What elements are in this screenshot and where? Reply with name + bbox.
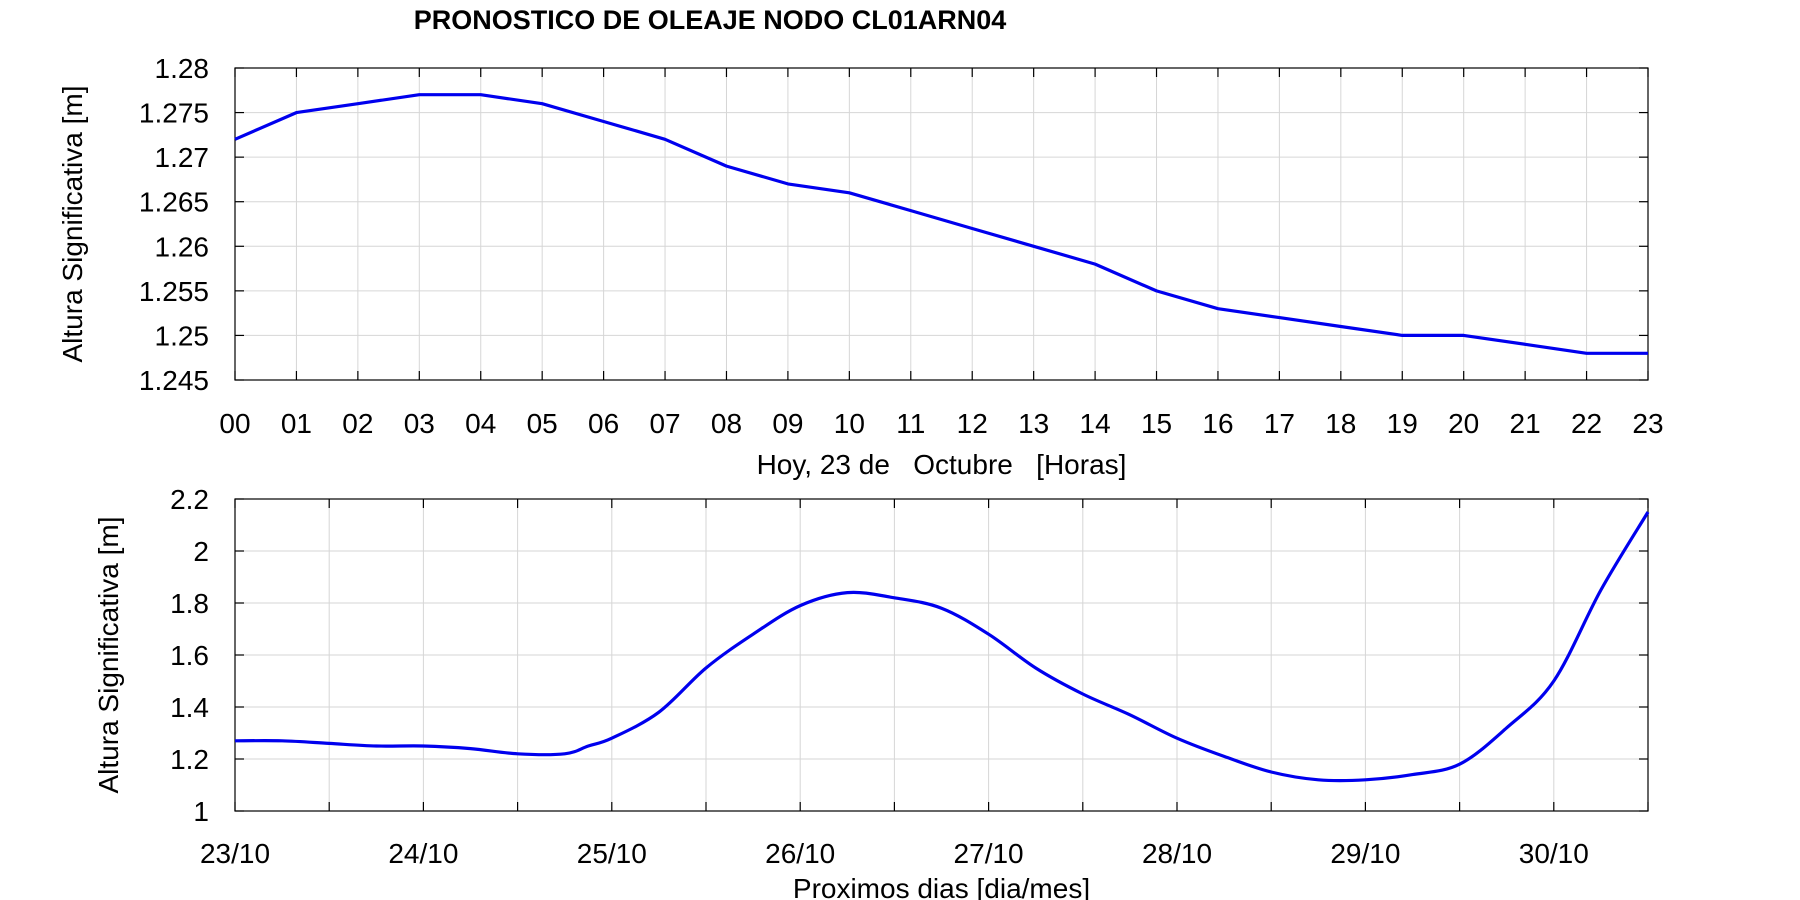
x-tick-label: 06 xyxy=(588,408,619,439)
y-axis-label: Altura Significativa [m] xyxy=(93,517,124,794)
x-tick-label: 16 xyxy=(1202,408,1233,439)
x-tick-label: 15 xyxy=(1141,408,1172,439)
x-tick-label: 30/10 xyxy=(1519,838,1589,869)
x-tick-label: 29/10 xyxy=(1330,838,1400,869)
x-tick-label: 08 xyxy=(711,408,742,439)
x-tick-label: 00 xyxy=(219,408,250,439)
x-tick-label: 13 xyxy=(1018,408,1049,439)
x-tick-label: 24/10 xyxy=(388,838,458,869)
x-tick-label: 02 xyxy=(342,408,373,439)
x-tick-label: 10 xyxy=(834,408,865,439)
y-tick-label: 1.8 xyxy=(170,588,209,619)
y-tick-label: 1.2 xyxy=(170,744,209,775)
x-tick-label: 23 xyxy=(1632,408,1663,439)
wave-height-series-line xyxy=(234,511,1650,783)
y-tick-label: 1 xyxy=(193,796,209,827)
y-tick-label: 1.245 xyxy=(139,365,209,396)
x-tick-label: 28/10 xyxy=(1142,838,1212,869)
x-tick-label: 03 xyxy=(404,408,435,439)
x-tick-label: 07 xyxy=(649,408,680,439)
x-tick-label: 04 xyxy=(465,408,496,439)
daily-forecast-panel: 1 1.2 1.4 1.6 1.8 2 2.2 23/10 24/10 25/10 26/10 27/… xyxy=(93,484,1650,900)
y-tick-label: 1.265 xyxy=(139,187,209,218)
x-tick-label: 01 xyxy=(281,408,312,439)
x-tick-label: 27/10 xyxy=(954,838,1024,869)
x-tick-label: 21 xyxy=(1510,408,1541,439)
plot-frame xyxy=(234,67,1649,381)
x-tick-label: 05 xyxy=(527,408,558,439)
x-axis-label: Proximos dias [dia/mes] xyxy=(793,873,1090,900)
y-tick-label: 2 xyxy=(193,536,209,567)
x-tick-label: 26/10 xyxy=(765,838,835,869)
x-tick-label: 20 xyxy=(1448,408,1479,439)
y-tick-label: 1.27 xyxy=(155,142,210,173)
x-tick-label: 12 xyxy=(957,408,988,439)
wave-height-series-line xyxy=(234,93,1648,355)
hourly-forecast-panel: 1.245 1.25 1.255 1.26 1.265 1.27 1.275 1.28 00 01… xyxy=(57,53,1664,480)
x-tick-label: 11 xyxy=(896,408,925,439)
x-tick-label: 25/10 xyxy=(577,838,647,869)
y-tick-label: 1.275 xyxy=(139,98,209,129)
x-axis-label: Hoy, 23 de Octubre [Horas] xyxy=(757,449,1127,480)
x-tick-label: 23/10 xyxy=(200,838,270,869)
x-tick-label: 22 xyxy=(1571,408,1602,439)
chart-title: PRONOSTICO DE OLEAJE NODO CL01ARN04 xyxy=(414,5,1007,35)
y-axis-label: Altura Significativa [m] xyxy=(57,86,88,363)
x-tick-label: 14 xyxy=(1080,408,1111,439)
y-tick-label: 1.255 xyxy=(139,276,209,307)
x-tick-label: 09 xyxy=(772,408,803,439)
y-tick-label: 1.4 xyxy=(170,692,209,723)
y-tick-label: 1.6 xyxy=(170,640,209,671)
y-tick-label: 1.28 xyxy=(155,53,210,84)
y-tick-label: 1.26 xyxy=(155,231,210,262)
x-tick-label: 17 xyxy=(1264,408,1295,439)
y-tick-label: 2.2 xyxy=(170,484,209,515)
x-tick-label: 19 xyxy=(1387,408,1418,439)
x-tick-label: 18 xyxy=(1325,408,1356,439)
y-tick-label: 1.25 xyxy=(155,320,210,351)
